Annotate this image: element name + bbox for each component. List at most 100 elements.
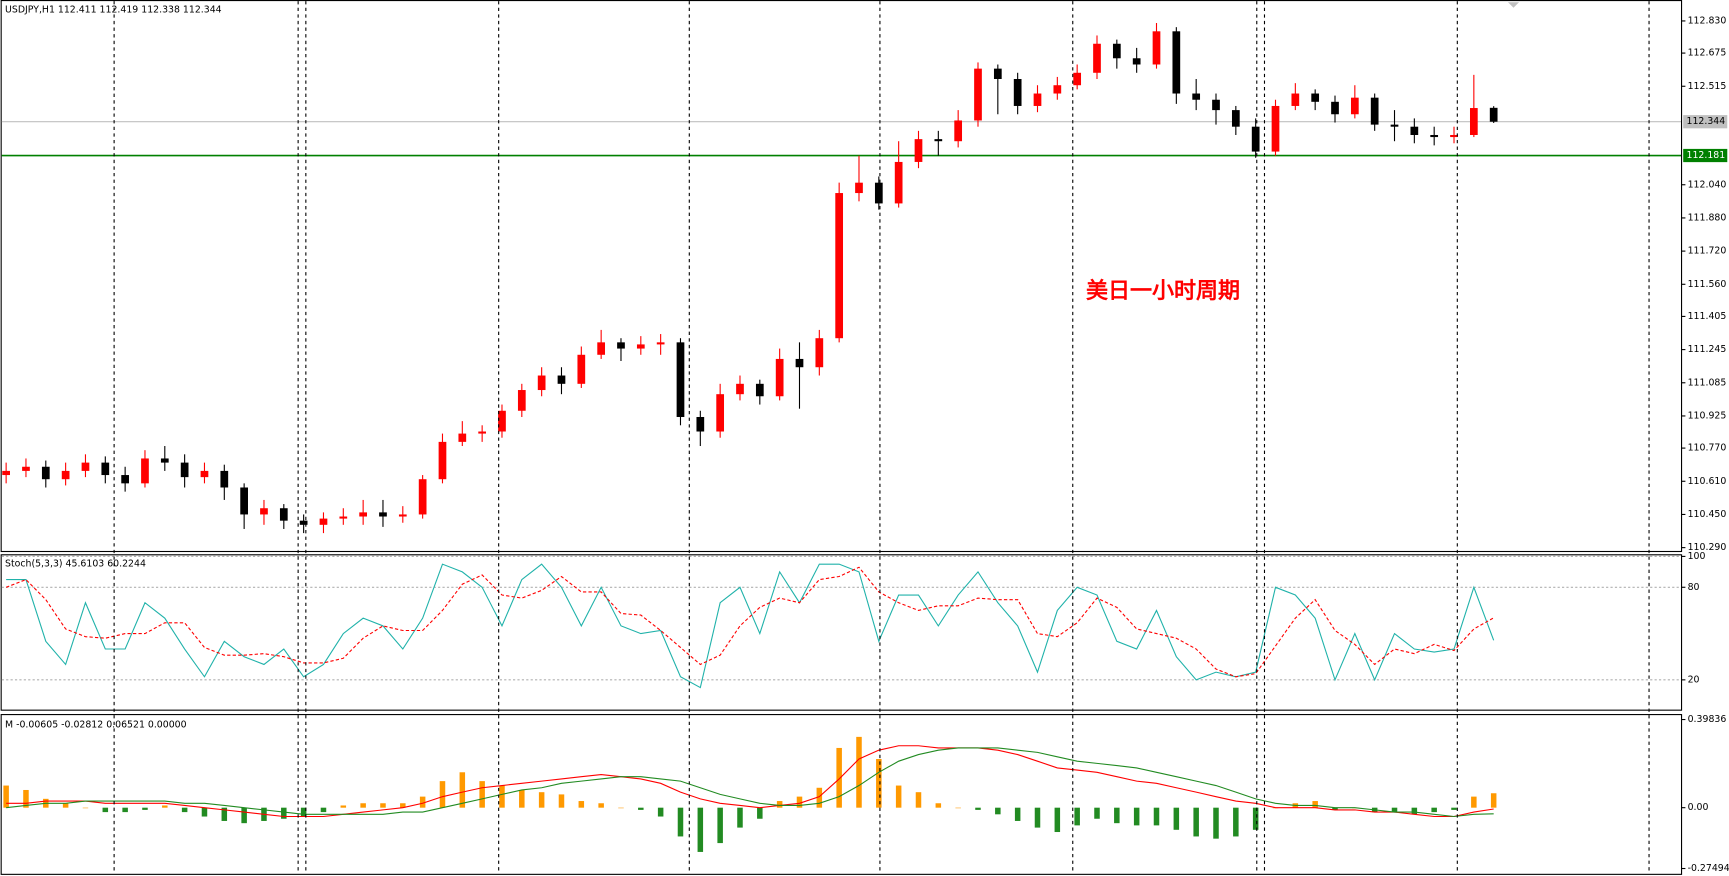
histogram-bar xyxy=(578,801,585,808)
histogram-bar xyxy=(796,796,803,808)
y-tick-label: 80 xyxy=(1688,582,1700,593)
candle-body xyxy=(1112,43,1121,59)
candle-body xyxy=(1370,97,1379,125)
histogram-bar xyxy=(102,807,109,813)
histogram-bar xyxy=(62,803,69,808)
candle-body xyxy=(1251,126,1260,152)
histogram-bar xyxy=(380,803,386,808)
candle-body xyxy=(894,161,903,204)
histogram-bar xyxy=(1471,796,1477,808)
candle-body xyxy=(1469,108,1478,135)
candle-body xyxy=(180,462,189,478)
candle-body xyxy=(1073,72,1082,86)
y-tick-label: 110.925 xyxy=(1688,410,1727,421)
histogram-bar xyxy=(23,789,29,808)
histogram-bar xyxy=(142,807,148,810)
candle-body xyxy=(2,470,10,476)
candle-body xyxy=(160,458,169,463)
candle-body xyxy=(914,139,923,162)
indicator-line xyxy=(6,745,1494,818)
y-tick-label: 111.085 xyxy=(1688,377,1727,388)
candle-body xyxy=(993,68,1002,80)
candle-body xyxy=(557,375,566,384)
histogram-bar xyxy=(1312,801,1318,808)
candle-body xyxy=(1192,93,1201,100)
candle-body xyxy=(1489,107,1498,122)
candle-body xyxy=(438,441,447,480)
candle-body xyxy=(1172,31,1181,94)
histogram-bar xyxy=(1114,807,1120,824)
price-label: 112.344 xyxy=(1687,116,1726,127)
candle-body xyxy=(240,487,248,515)
histogram-bar xyxy=(1213,807,1219,839)
histogram-bar xyxy=(1490,793,1497,808)
histogram-bar xyxy=(1014,807,1021,821)
candle-body xyxy=(855,182,863,194)
panel-title: USDJPY,H1 112.411 112.419 112.338 112.34… xyxy=(5,4,222,15)
candle-body xyxy=(22,466,30,471)
candle-body xyxy=(1132,58,1141,65)
candle-body xyxy=(736,383,744,395)
candle-body xyxy=(1093,43,1101,73)
candle-body xyxy=(1033,93,1042,106)
candle-body xyxy=(1152,31,1161,65)
y-tick-label: 111.405 xyxy=(1688,311,1727,322)
histogram-bar xyxy=(538,792,545,808)
candle-body xyxy=(141,458,149,484)
candle-body xyxy=(1410,126,1419,135)
histogram-bar xyxy=(519,789,525,808)
histogram-bar xyxy=(1193,807,1199,837)
histogram-bar xyxy=(1332,807,1338,810)
histogram-bar xyxy=(360,803,366,808)
histogram-bar xyxy=(3,785,9,808)
histogram-bar xyxy=(281,807,287,819)
candle-body xyxy=(418,479,427,515)
histogram-bar xyxy=(340,805,347,808)
histogram-bar xyxy=(1233,807,1239,837)
candle-body xyxy=(41,466,50,480)
y-tick-label: 112.675 xyxy=(1688,48,1727,59)
histogram-bar xyxy=(1431,807,1437,813)
stoch-panel xyxy=(0,554,1683,711)
candle-body xyxy=(775,358,784,397)
histogram-bar xyxy=(181,807,188,813)
candle-body xyxy=(934,139,943,142)
y-tick-label: 112.040 xyxy=(1688,179,1727,190)
histogram-bar xyxy=(1054,807,1061,833)
y-tick-label: 20 xyxy=(1688,674,1700,685)
histogram-bar xyxy=(816,787,823,808)
histogram-bar xyxy=(895,785,902,808)
histogram-bar xyxy=(479,781,485,808)
candle-body xyxy=(398,514,407,517)
candle-body xyxy=(617,342,625,349)
candle-body xyxy=(537,375,546,391)
histogram-bar xyxy=(1094,807,1100,819)
histogram-bar xyxy=(499,785,505,808)
candle-body xyxy=(874,182,883,204)
candle-body xyxy=(359,512,367,517)
level-label: 112.181 xyxy=(1687,150,1726,161)
candle-body xyxy=(597,342,606,355)
histogram-bar xyxy=(320,807,327,813)
candle-body xyxy=(1013,79,1022,106)
candle-body xyxy=(1231,110,1240,127)
histogram-bar xyxy=(836,747,842,808)
candle-body xyxy=(1350,97,1359,115)
level-label-box xyxy=(1683,148,1728,163)
candle-body xyxy=(101,462,110,476)
histogram-bar xyxy=(638,807,644,810)
shift-marker xyxy=(1508,2,1520,8)
histogram-bar xyxy=(657,807,664,817)
y-tick-label: 112.515 xyxy=(1688,81,1727,92)
candle-body xyxy=(1271,105,1280,152)
histogram-bar xyxy=(1252,807,1259,830)
candle-body xyxy=(279,508,288,521)
candle-body xyxy=(339,516,348,519)
y-tick-label: 111.880 xyxy=(1688,212,1727,223)
histogram-bar xyxy=(1034,807,1041,828)
candle-body xyxy=(200,470,209,478)
histogram-bar xyxy=(201,807,208,817)
candle-body xyxy=(220,470,229,488)
